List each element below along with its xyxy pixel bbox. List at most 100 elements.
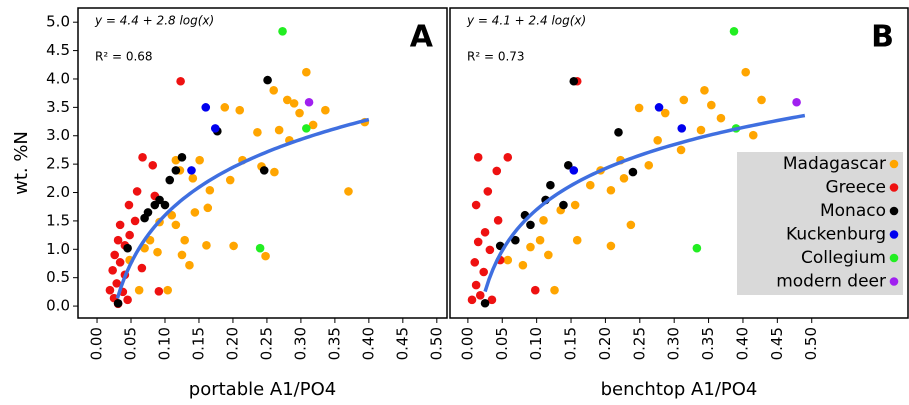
y-tick-label: 2.0 xyxy=(46,183,70,201)
data-point xyxy=(110,250,119,260)
data-point xyxy=(112,279,122,288)
legend-marker xyxy=(889,253,899,263)
legend-marker xyxy=(889,183,899,192)
data-point xyxy=(626,220,636,230)
data-point xyxy=(696,125,706,135)
data-point xyxy=(503,255,513,265)
data-point xyxy=(176,76,185,86)
data-point xyxy=(676,145,686,155)
y-tick-label: 0.0 xyxy=(46,297,70,315)
data-point xyxy=(148,160,158,170)
data-point xyxy=(483,187,493,196)
data-point xyxy=(225,175,235,185)
x-tick-label: 0.40 xyxy=(733,327,751,360)
data-point xyxy=(171,220,181,230)
panel-label: B xyxy=(871,20,894,55)
data-point xyxy=(210,124,220,133)
data-point xyxy=(185,260,194,270)
legend-label: Madagascar xyxy=(783,154,886,174)
y-tick-label: 0.5 xyxy=(46,268,70,286)
data-point xyxy=(544,250,553,260)
data-point xyxy=(105,285,115,295)
data-point xyxy=(792,97,801,107)
x-tick-label: 0.25 xyxy=(630,327,648,360)
data-point xyxy=(165,175,175,185)
data-point xyxy=(475,290,485,300)
data-point xyxy=(171,166,181,175)
data-point xyxy=(679,95,689,105)
x-tick-label: 0.40 xyxy=(359,327,377,360)
y-axis-label: wt. %N xyxy=(11,131,32,195)
data-point xyxy=(261,251,270,261)
data-point xyxy=(757,95,766,105)
data-point xyxy=(235,105,245,115)
legend-box xyxy=(737,152,903,295)
y-tick-label: 4.5 xyxy=(46,41,70,59)
data-point xyxy=(259,166,269,175)
data-point xyxy=(480,227,490,237)
data-point xyxy=(493,216,503,225)
data-point xyxy=(569,166,579,175)
fit-curve xyxy=(483,113,806,293)
x-tick-label: 0.10 xyxy=(155,327,173,360)
data-point xyxy=(302,67,311,77)
data-point xyxy=(606,185,616,195)
plot-frame xyxy=(77,7,448,319)
x-tick-label: 0.00 xyxy=(458,327,476,360)
data-point xyxy=(653,135,662,145)
data-point xyxy=(130,216,140,226)
data-point xyxy=(492,166,502,176)
data-point xyxy=(220,103,230,112)
panel-label: A xyxy=(410,20,434,55)
x-tick-label: 0.30 xyxy=(665,327,683,360)
data-point xyxy=(123,243,132,253)
data-point xyxy=(321,105,330,115)
data-point xyxy=(570,200,580,210)
data-point xyxy=(289,99,299,108)
data-point xyxy=(163,285,173,295)
legend-marker xyxy=(889,206,899,216)
legend-marker xyxy=(889,159,899,169)
fit-curve xyxy=(115,117,370,299)
data-point xyxy=(138,153,147,162)
data-point xyxy=(628,167,638,177)
y-tick-label: 3.5 xyxy=(46,98,70,116)
data-point xyxy=(195,155,204,165)
data-point xyxy=(188,174,198,183)
x-tick-label: 0.25 xyxy=(257,327,275,360)
data-point xyxy=(467,295,477,305)
x-tick-label: 0.45 xyxy=(768,327,786,360)
data-point xyxy=(526,220,535,230)
x-tick-label: 0.30 xyxy=(291,327,309,360)
data-point xyxy=(132,187,142,196)
data-point xyxy=(177,250,187,260)
plot-frame xyxy=(449,7,909,319)
data-point xyxy=(134,285,144,295)
x-axis-label: portable A1/PO4 xyxy=(189,379,336,400)
data-point xyxy=(263,75,272,85)
data-point xyxy=(471,200,481,210)
legend-label: modern deer xyxy=(776,272,886,292)
x-axis-label: benchtop A1/PO4 xyxy=(601,379,758,400)
x-tick-label: 0.15 xyxy=(189,327,207,360)
data-point xyxy=(559,200,568,210)
data-point xyxy=(269,86,279,95)
x-tick-label: 0.50 xyxy=(427,327,445,360)
x-tick-label: 0.00 xyxy=(88,327,106,360)
equation: y = 4.1 + 2.4 log(x) xyxy=(466,14,586,28)
legend-marker xyxy=(889,230,899,239)
data-point xyxy=(295,108,304,118)
data-point xyxy=(535,235,545,245)
data-point xyxy=(113,298,123,308)
data-point xyxy=(180,235,189,245)
data-point xyxy=(150,200,160,210)
data-point xyxy=(479,267,488,277)
data-point xyxy=(115,220,125,230)
data-point xyxy=(304,97,314,107)
x-tick-label: 0.45 xyxy=(393,327,411,360)
legend-label: Greece xyxy=(825,178,886,198)
r-squared: R² = 0.73 xyxy=(467,50,525,64)
data-point xyxy=(550,285,559,295)
data-point xyxy=(283,95,292,105)
